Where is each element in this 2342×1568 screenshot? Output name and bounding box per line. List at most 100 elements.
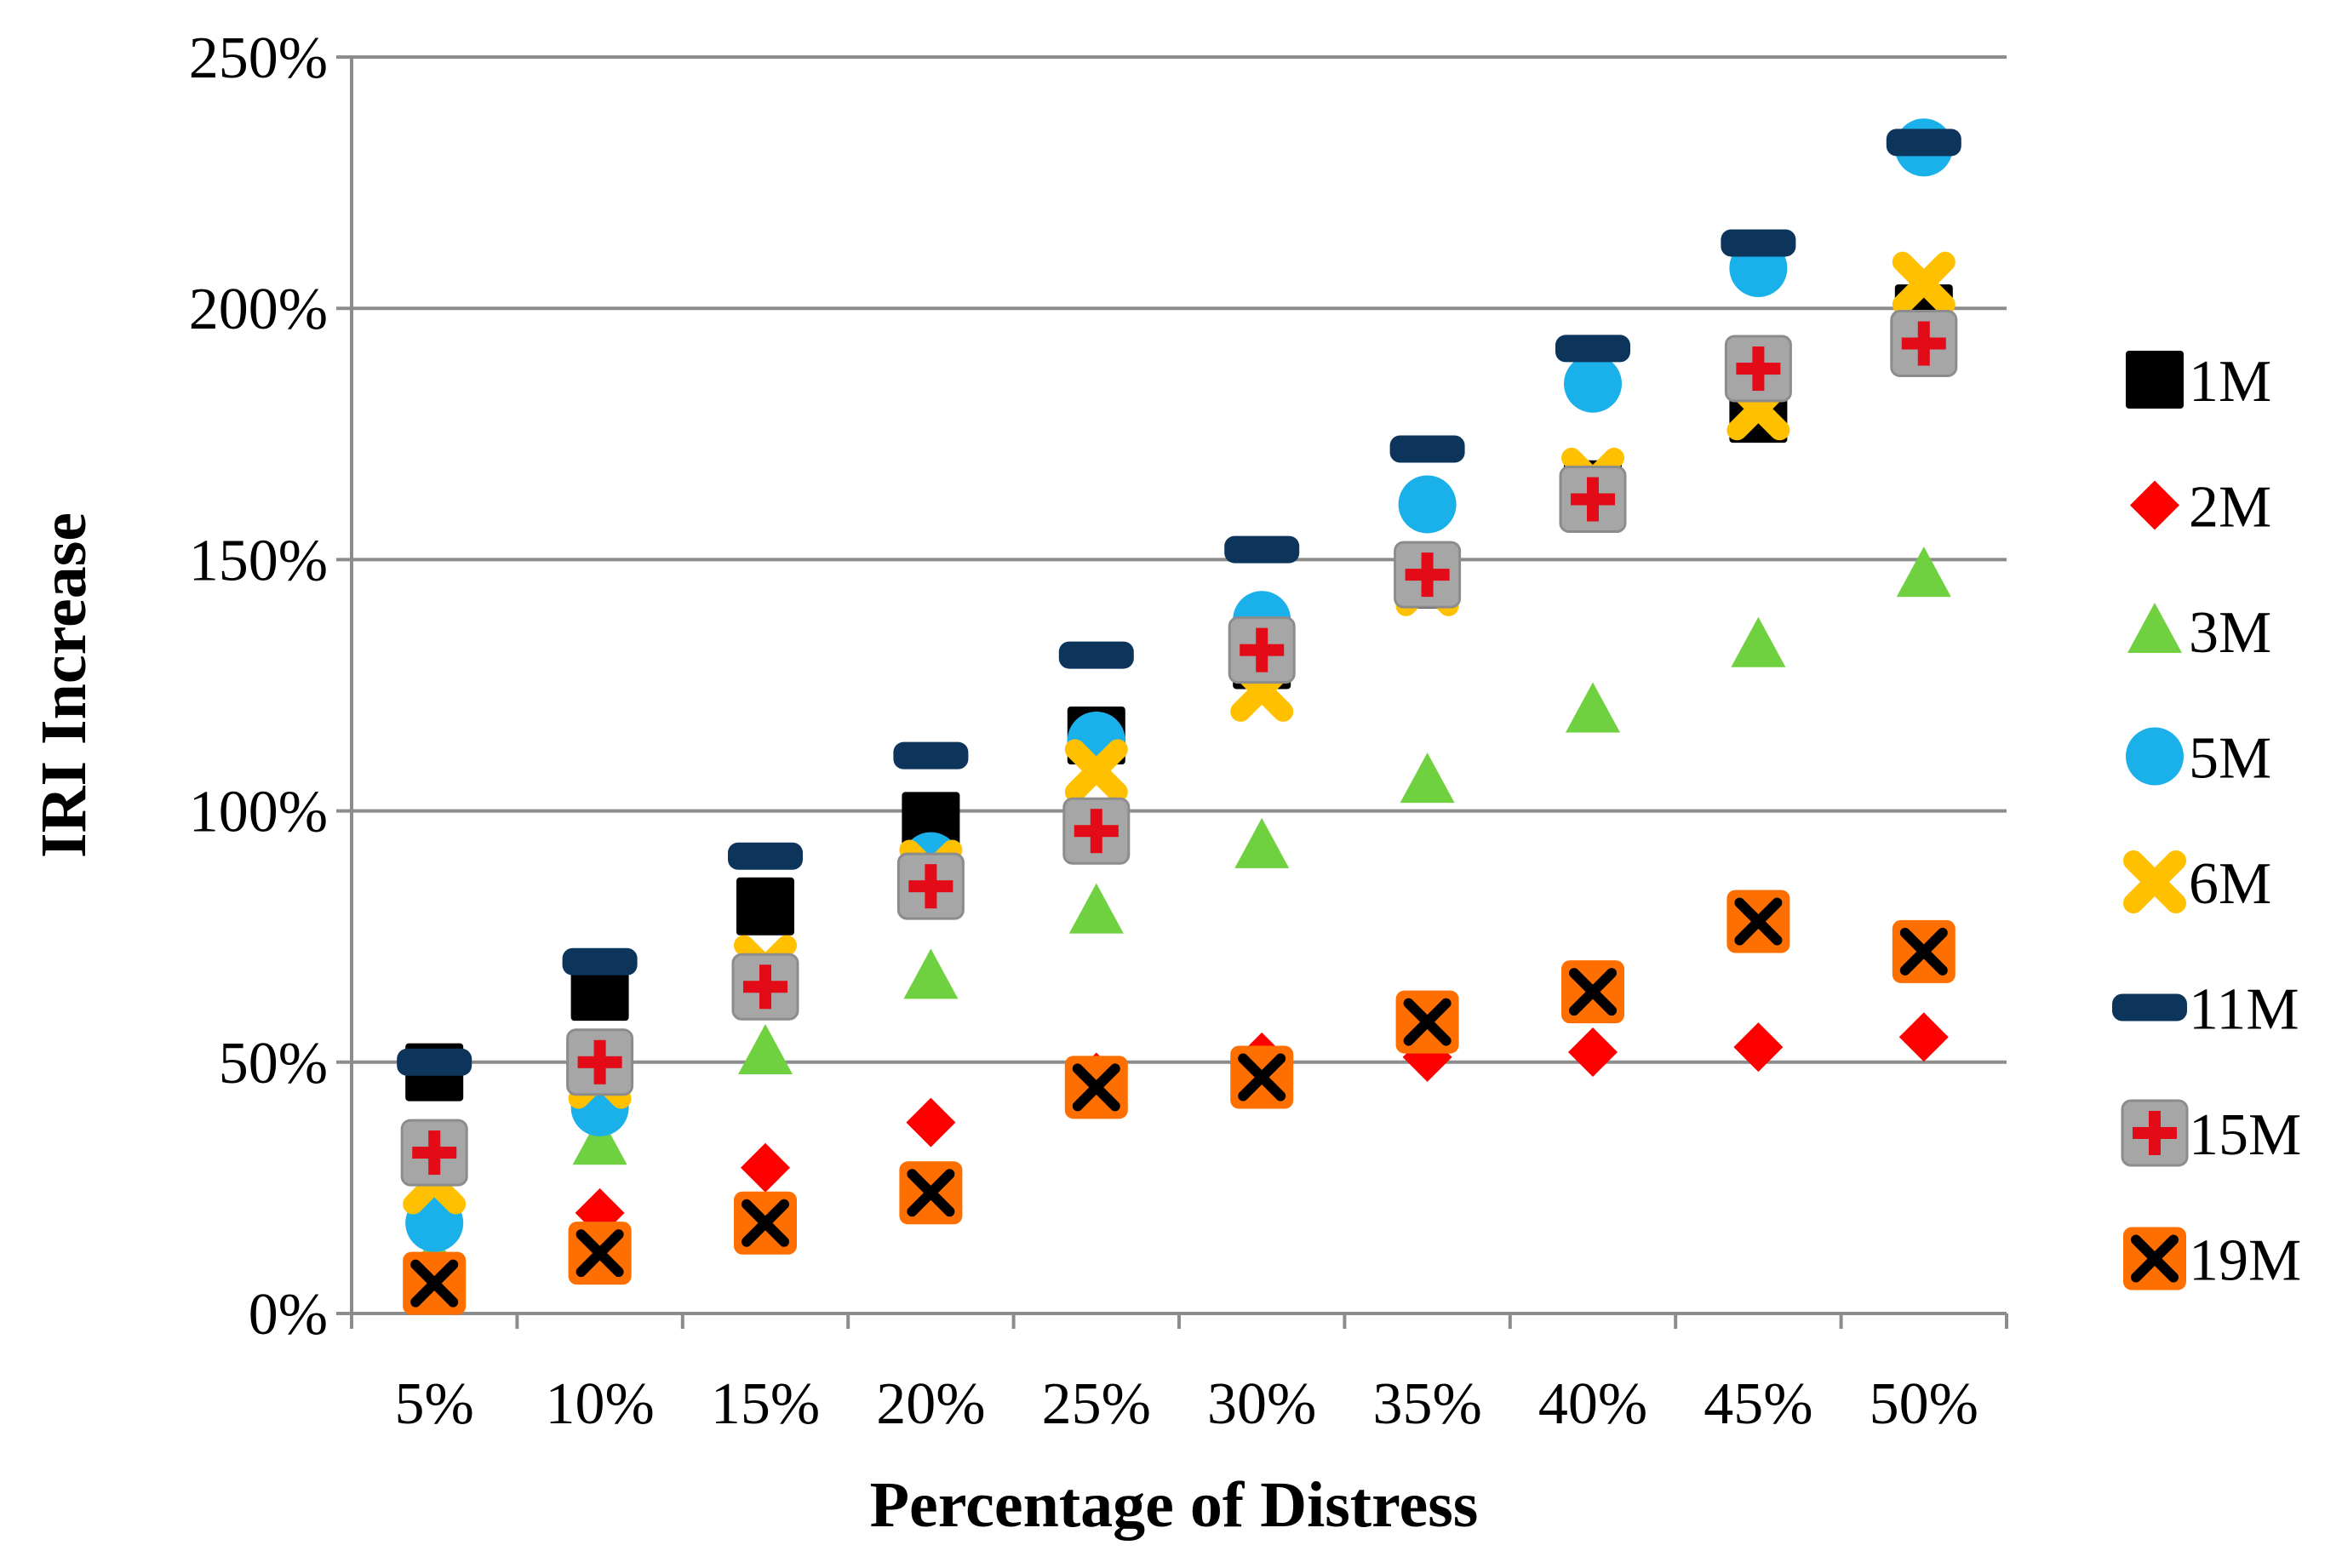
legend-item: 6M <box>2123 850 2271 917</box>
marker-x-stroke <box>2131 1234 2179 1283</box>
marker-x-stroke <box>575 1229 624 1278</box>
marker-x-stroke <box>1064 739 1128 803</box>
marker-plus-bar <box>1421 552 1434 598</box>
data-point <box>1224 535 1300 564</box>
marker-diamond <box>1568 1027 1618 1077</box>
marker-triangle <box>1234 817 1290 868</box>
marker-x-stroke <box>1892 251 1955 315</box>
y-tick-label: 0% <box>249 1282 328 1348</box>
marker-dash <box>562 947 638 976</box>
marker-plus-bar <box>925 864 937 909</box>
marker-x-stroke <box>2123 850 2186 913</box>
data-point <box>1062 797 1131 865</box>
marker-dash <box>1886 129 1961 157</box>
y-axis-title: IRI Increase <box>28 512 100 858</box>
data-point <box>1230 1045 1294 1109</box>
legend-label: 3M <box>2189 600 2271 666</box>
marker-plus-bar <box>1587 477 1599 522</box>
data-point <box>893 741 969 770</box>
legend-marker <box>2112 993 2187 1021</box>
data-point <box>1896 547 1951 598</box>
data-point <box>566 1028 634 1096</box>
x-tick-label: 50% <box>1870 1371 1978 1437</box>
data-point <box>1058 641 1134 669</box>
data-point <box>1892 251 1955 315</box>
marker-x-stroke <box>1734 897 1783 946</box>
marker-plus-bar <box>1917 321 1930 366</box>
marker-diamond <box>741 1142 790 1193</box>
marker-triangle <box>1896 547 1951 598</box>
marker-x-stroke <box>1403 998 1452 1046</box>
series-3M <box>407 547 1951 1281</box>
marker-dash <box>728 842 803 870</box>
marker-triangle <box>738 1023 793 1074</box>
data-point <box>738 1023 793 1074</box>
legend-item: 1M <box>2126 349 2271 415</box>
marker-plus-bar <box>759 964 771 1010</box>
marker-x-stroke <box>907 1169 955 1217</box>
marker-circle <box>2126 727 2184 786</box>
y-axis-ticks: 0% 50% 100% 150% 200% 250% <box>189 26 352 1348</box>
data-point <box>1064 1056 1128 1119</box>
marker-triangle <box>2127 603 2182 653</box>
legend-item: 5M <box>2126 726 2271 792</box>
legend-label: 1M <box>2189 349 2271 415</box>
data-point <box>1566 682 1620 733</box>
marker-square <box>2126 351 2184 409</box>
data-point <box>1555 335 1630 363</box>
legend-marker <box>2126 727 2184 786</box>
data-point <box>896 852 965 920</box>
marker-plus-bar <box>1090 809 1102 854</box>
legend-marker <box>2130 480 2179 530</box>
legend-label: 15M <box>2189 1102 2301 1168</box>
series-1M <box>405 284 1953 1102</box>
marker-triangle <box>1068 883 1124 934</box>
gridlines <box>352 55 2007 1064</box>
marker-triangle <box>1566 682 1620 733</box>
legend-label: 6M <box>2189 851 2271 917</box>
data-point <box>1731 616 1786 667</box>
data-point <box>403 1251 467 1315</box>
data-point <box>1733 1022 1784 1073</box>
data-point <box>731 953 799 1021</box>
marker-square <box>736 877 794 936</box>
data-point <box>1886 129 1961 157</box>
marker-triangle <box>903 948 959 999</box>
legend-item: 3M <box>2127 600 2271 666</box>
data-point <box>572 1114 627 1165</box>
data-point <box>1724 335 1792 403</box>
marker-diamond <box>1733 1022 1784 1073</box>
x-tick-label: 10% <box>545 1371 654 1437</box>
series-15M <box>400 310 1958 1187</box>
marker-dash <box>1058 641 1134 669</box>
marker-dash <box>1555 335 1630 363</box>
x-tick-label: 15% <box>711 1371 820 1437</box>
marker-square <box>570 963 629 1021</box>
data-point <box>728 842 803 870</box>
marker-triangle <box>572 1114 627 1165</box>
data-point <box>1234 817 1290 868</box>
marker-plus-bar <box>428 1130 441 1176</box>
marker-plus-bar <box>1256 627 1268 672</box>
marker-x-stroke <box>1899 927 1948 976</box>
legend-marker <box>2123 850 2186 913</box>
legend-item: 15M <box>2121 1099 2301 1168</box>
data-point <box>562 947 638 976</box>
marker-x-stroke <box>1238 1053 1286 1102</box>
data-point <box>1726 890 1790 953</box>
x-tick-label: 25% <box>1042 1371 1151 1437</box>
marker-x-stroke <box>410 1259 459 1308</box>
x-tick-label: 20% <box>876 1371 985 1437</box>
legend-item: 19M <box>2123 1227 2301 1294</box>
data-point <box>1564 354 1622 413</box>
marker-dash <box>1389 435 1465 463</box>
marker-dash <box>397 1048 472 1076</box>
marker-plus-bar <box>593 1039 606 1084</box>
marker-x-stroke <box>742 1199 789 1247</box>
marker-dash <box>893 741 969 770</box>
marker-circle <box>1564 354 1622 413</box>
marker-diamond <box>2130 480 2179 530</box>
marker-dash <box>1721 229 1796 257</box>
marker-triangle <box>1400 753 1455 804</box>
